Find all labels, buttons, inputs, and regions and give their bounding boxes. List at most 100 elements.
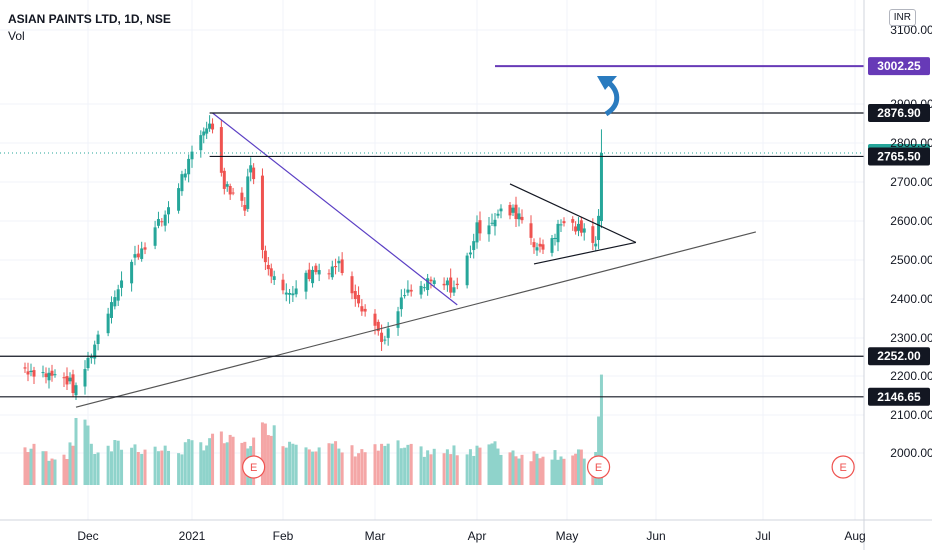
volume-bar: [167, 450, 171, 485]
candle-body: [156, 219, 160, 226]
volume-bar: [597, 416, 601, 485]
volume-bar: [317, 447, 321, 485]
price-tick-label: 2700.00: [890, 175, 932, 189]
volume-bar: [183, 442, 187, 485]
candle-body: [307, 269, 311, 280]
candle-body: [202, 131, 206, 136]
volume-bar: [86, 425, 90, 485]
candle-body: [357, 294, 361, 304]
volume-bar: [475, 445, 479, 485]
candle-body: [32, 370, 36, 377]
candle-body: [475, 222, 479, 243]
candle-body: [167, 207, 171, 215]
volume-bar: [419, 446, 423, 485]
volume-bar: [403, 447, 407, 485]
volume-bar: [330, 443, 334, 485]
candle-body: [260, 175, 264, 250]
earnings-marker: [242, 455, 266, 479]
volume-bar: [472, 455, 476, 485]
candle-body: [396, 311, 400, 328]
volume-bar: [136, 452, 140, 485]
volume-bar: [89, 443, 93, 485]
candle-body: [478, 220, 482, 234]
time-tick-label: Dec: [77, 529, 98, 543]
volume-bar: [360, 449, 364, 485]
volume-bar: [120, 449, 124, 485]
volume-bar: [208, 438, 212, 485]
volume-bar: [240, 442, 244, 485]
candle-body: [44, 373, 48, 378]
candle-body: [403, 295, 407, 297]
currency-label[interactable]: INR: [888, 9, 916, 26]
candle-body: [160, 221, 164, 223]
candle-body: [591, 226, 595, 243]
volume-bar: [269, 435, 273, 485]
candle-body: [304, 272, 308, 292]
volume-bar: [113, 440, 117, 485]
candle-body: [136, 253, 140, 258]
candle-body: [71, 374, 75, 394]
candle-body: [317, 270, 321, 275]
candle-body: [252, 167, 256, 180]
candle-body: [553, 237, 557, 240]
price-tick-label: 2400.00: [890, 292, 932, 306]
candle-body: [109, 302, 113, 318]
volume-bar: [153, 446, 157, 485]
price-tick-label: 2100.00: [890, 408, 932, 422]
price-tag: [868, 387, 930, 406]
candle-body: [472, 241, 476, 251]
candle-body: [599, 152, 603, 221]
volume-bar: [468, 449, 472, 485]
candle-body: [386, 328, 390, 338]
candle-body: [120, 280, 124, 288]
volume-bar: [490, 443, 494, 485]
volume-bar: [429, 454, 433, 485]
volume-bar: [576, 449, 580, 485]
candle-body: [409, 289, 413, 292]
time-tick-label: Feb: [273, 529, 294, 543]
candle-body: [266, 264, 270, 270]
candle-body: [493, 219, 497, 227]
candle-body: [222, 170, 226, 189]
candle-body: [231, 192, 235, 194]
candle-body: [597, 215, 601, 240]
symbol-title: ASIAN PAINTS LTD, 1D, NSE: [8, 12, 171, 26]
volume-bar: [266, 435, 270, 485]
candle-body: [419, 285, 423, 295]
candle-body: [240, 192, 244, 201]
candle-body: [340, 259, 344, 274]
candle-body: [26, 371, 30, 375]
candle-body: [426, 278, 430, 291]
volume-bar: [29, 448, 33, 485]
volume-label: Vol: [8, 29, 25, 43]
candle-body: [334, 265, 338, 268]
volume-bar: [520, 454, 524, 485]
volume-bar: [96, 452, 100, 485]
volume-bar: [71, 445, 75, 485]
candle-body: [517, 213, 521, 220]
volume-bar: [508, 452, 512, 485]
volume-bar: [53, 459, 57, 485]
volume-bar: [445, 449, 449, 485]
volume-bar: [205, 445, 209, 485]
candle-body: [422, 287, 426, 289]
candle-body: [571, 219, 575, 223]
volume-bar: [442, 453, 446, 485]
candle-body: [140, 248, 144, 259]
volume-bar: [380, 443, 384, 485]
volume-bar: [228, 434, 232, 485]
price-tick-label: 2600.00: [890, 214, 932, 228]
candle-body: [559, 224, 563, 226]
volume-bar: [307, 449, 311, 485]
volume-bar: [579, 449, 583, 485]
volume-bar: [41, 451, 45, 485]
candle-body: [190, 151, 194, 160]
volume-bar: [514, 456, 518, 485]
volume-bar: [314, 451, 318, 485]
time-tick-label: 2021: [179, 529, 206, 543]
volume-bar: [281, 446, 285, 485]
candle-body: [50, 370, 54, 376]
volume-bar: [334, 441, 338, 485]
